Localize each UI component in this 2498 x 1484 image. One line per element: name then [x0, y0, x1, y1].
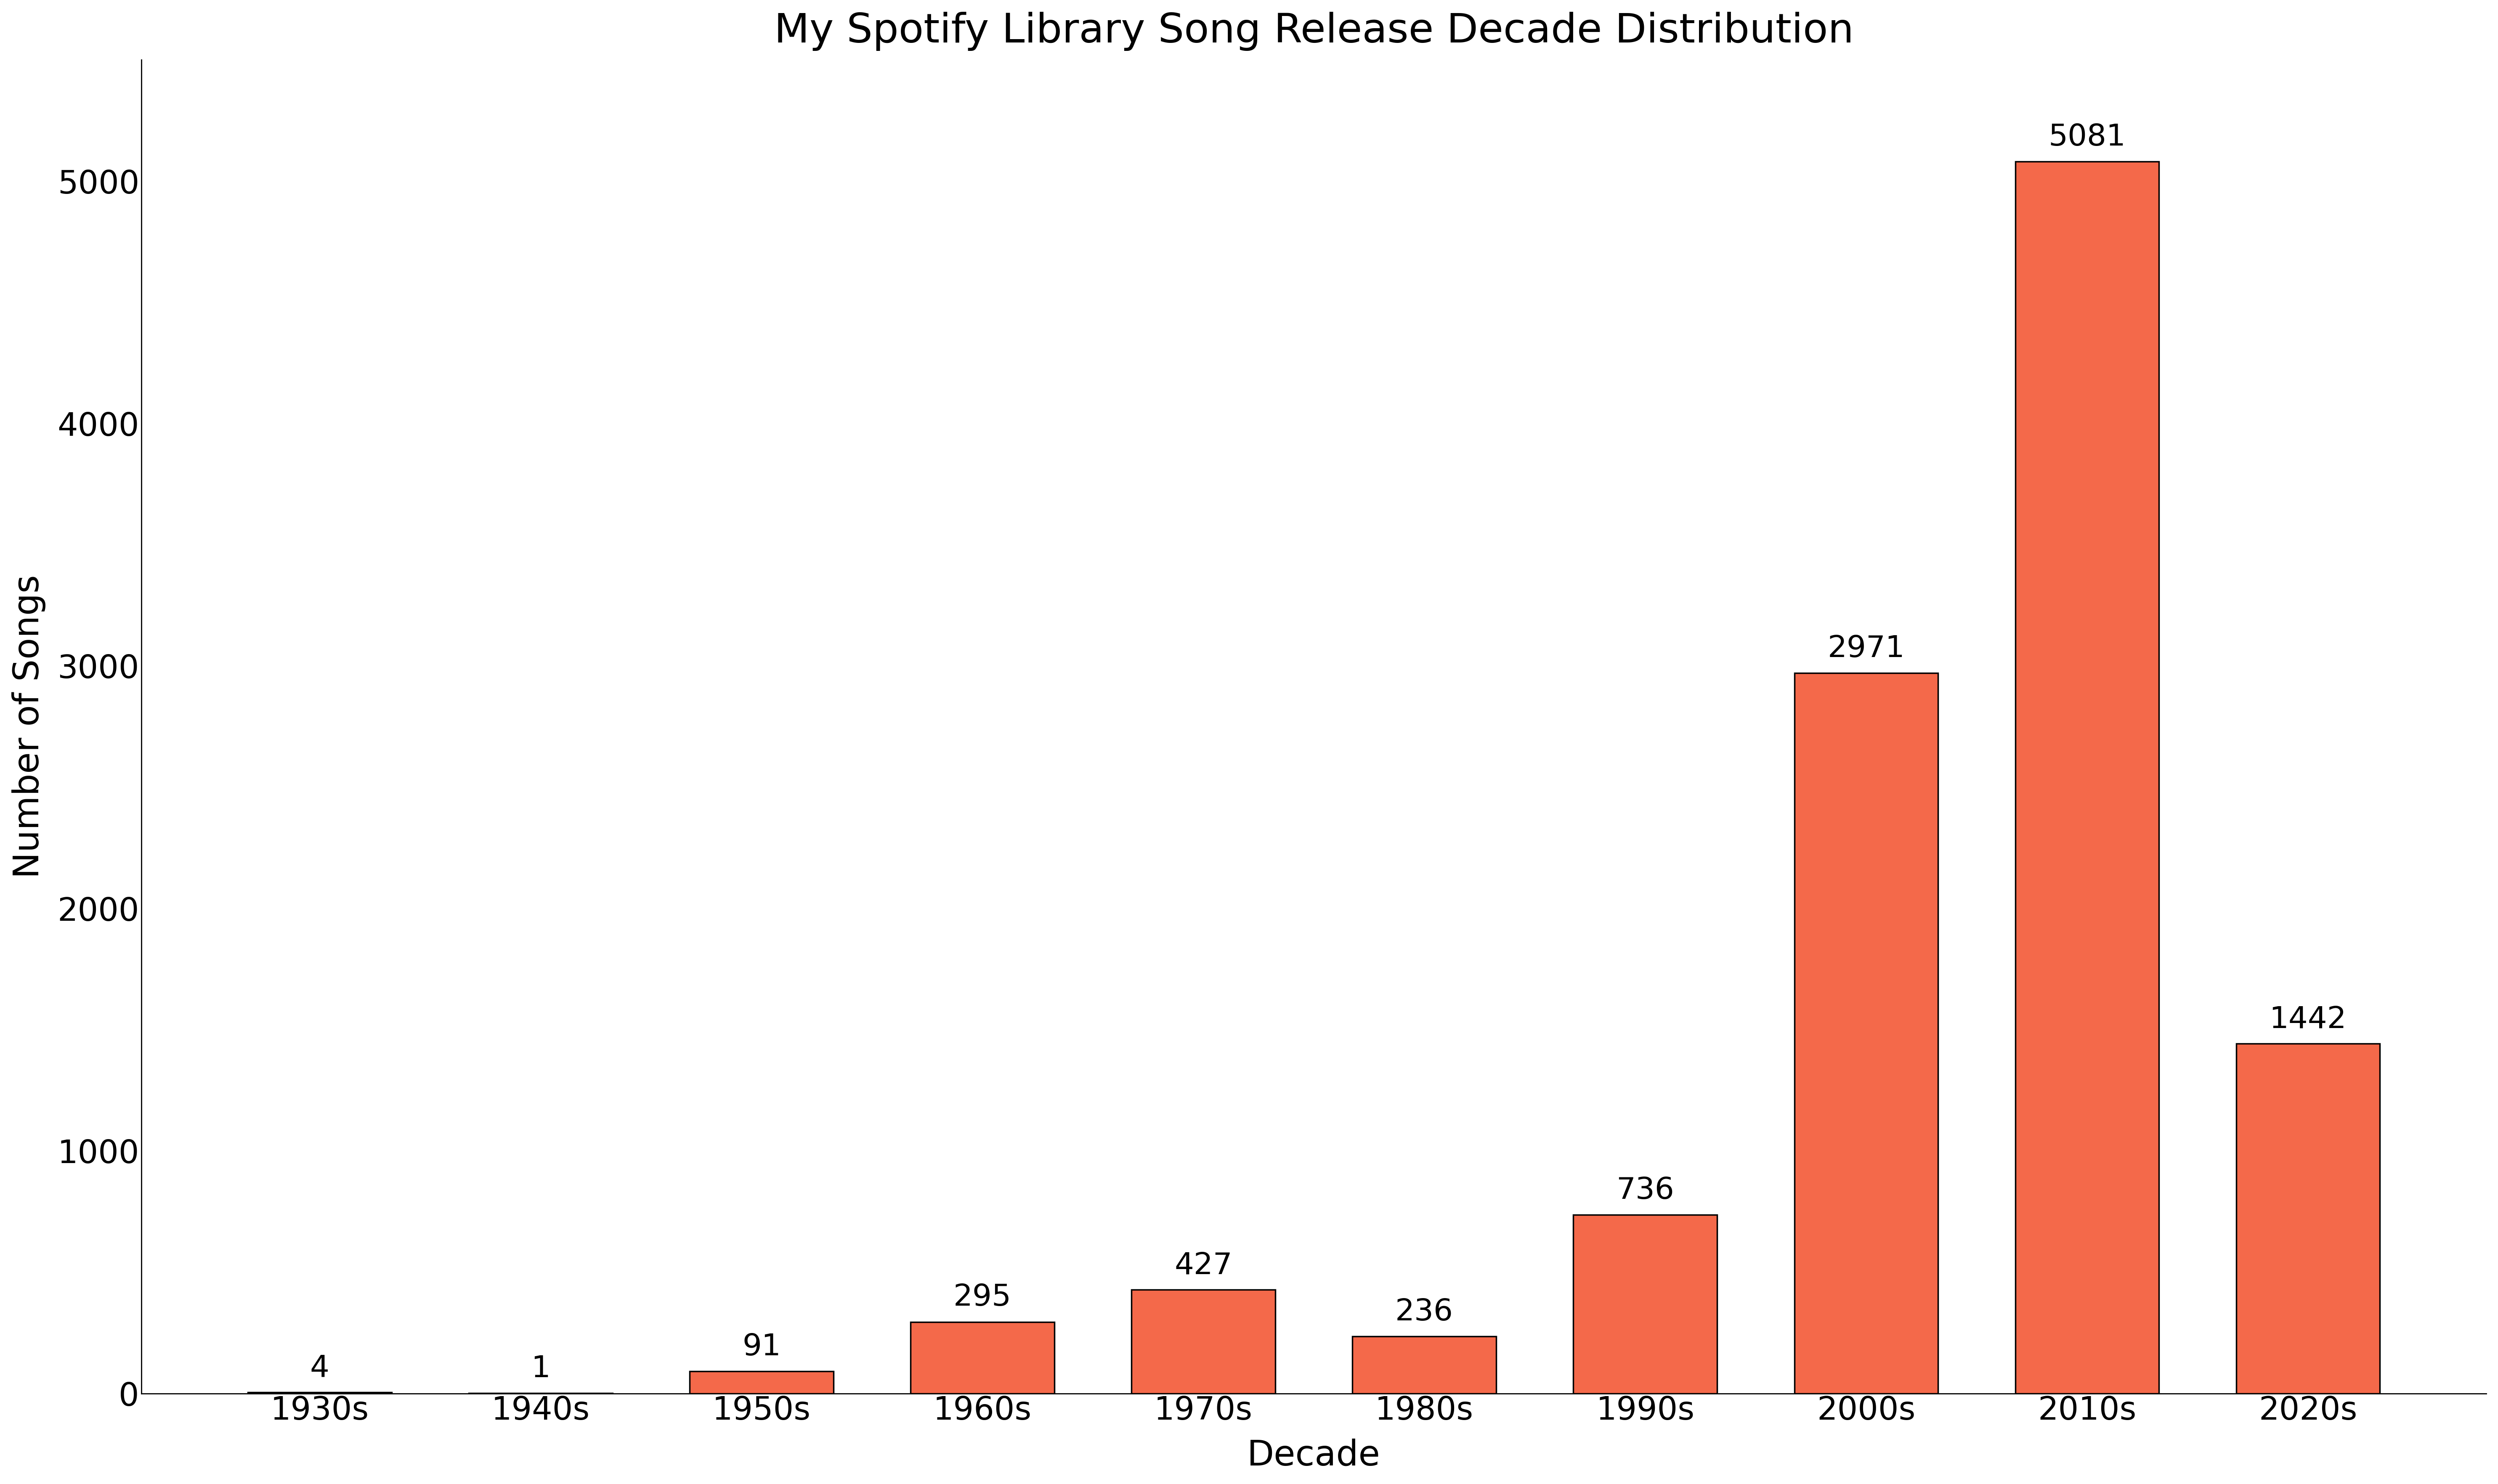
- Text: 1442: 1442: [2268, 1005, 2346, 1034]
- Y-axis label: Number of Songs: Number of Songs: [12, 574, 45, 879]
- Text: 1: 1: [532, 1355, 550, 1383]
- Text: 295: 295: [954, 1284, 1012, 1312]
- Bar: [689, 1371, 834, 1393]
- Bar: [2236, 1043, 2381, 1393]
- Text: 736: 736: [1616, 1177, 1674, 1205]
- Bar: [1574, 1215, 1716, 1393]
- Text: 91: 91: [742, 1333, 782, 1362]
- Text: 4: 4: [310, 1353, 330, 1383]
- Text: 427: 427: [1174, 1251, 1232, 1281]
- Text: 5081: 5081: [2048, 123, 2126, 151]
- Text: 236: 236: [1396, 1297, 1454, 1327]
- Text: 2971: 2971: [1829, 634, 1906, 663]
- Title: My Spotify Library Song Release Decade Distribution: My Spotify Library Song Release Decade D…: [774, 12, 1854, 50]
- Bar: [1132, 1290, 1274, 1393]
- Bar: [2016, 162, 2158, 1393]
- Bar: [1351, 1336, 1496, 1393]
- Bar: [912, 1322, 1054, 1393]
- X-axis label: Decade: Decade: [1247, 1438, 1381, 1472]
- Bar: [1794, 674, 1938, 1393]
